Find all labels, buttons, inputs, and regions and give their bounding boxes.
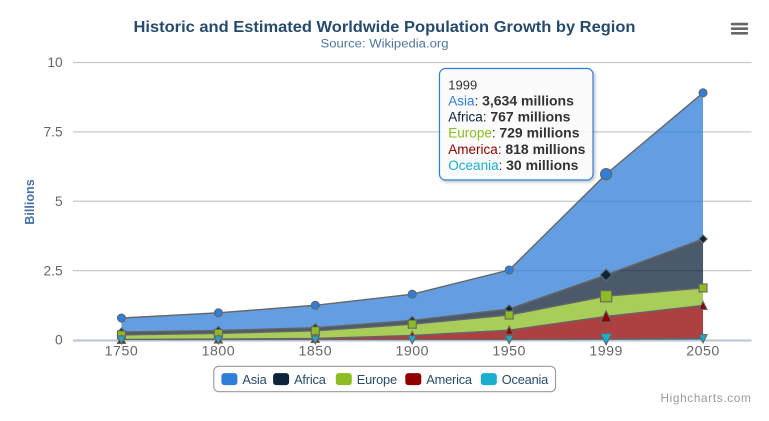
svg-text:Oceania: 30 millions: Oceania: 30 millions [448,157,578,173]
svg-text:America: 818 millions: America: 818 millions [448,141,585,157]
svg-text:5: 5 [55,194,63,209]
svg-text:2.5: 2.5 [44,263,64,278]
svg-text:Europe: Europe [357,372,397,387]
svg-text:7.5: 7.5 [44,125,64,140]
svg-text:Historic and Estimated Worldwi: Historic and Estimated Worldwide Populat… [134,19,636,36]
svg-text:1800: 1800 [202,343,236,359]
svg-text:Europe: 729 millions: Europe: 729 millions [448,125,579,141]
svg-text:Asia: 3,634 millions: Asia: 3,634 millions [448,92,574,108]
svg-text:Africa: 767 millions: Africa: 767 millions [448,109,570,125]
svg-text:1750: 1750 [105,343,139,359]
svg-text:Oceania: Oceania [502,372,549,387]
svg-text:1999: 1999 [448,77,477,92]
svg-text:Africa: Africa [294,372,327,387]
svg-text:Source: Wikipedia.org: Source: Wikipedia.org [321,37,449,51]
svg-text:1999: 1999 [589,343,623,359]
svg-text:1900: 1900 [395,343,429,359]
svg-text:0: 0 [55,333,63,348]
svg-text:1950: 1950 [492,343,526,359]
svg-text:Billions: Billions [23,179,37,225]
svg-text:Highcharts.com: Highcharts.com [660,391,751,405]
svg-text:2050: 2050 [686,343,720,359]
svg-text:America: America [426,372,473,387]
svg-text:10: 10 [47,55,63,70]
svg-text:Asia: Asia [242,372,267,387]
svg-text:1850: 1850 [299,343,333,359]
